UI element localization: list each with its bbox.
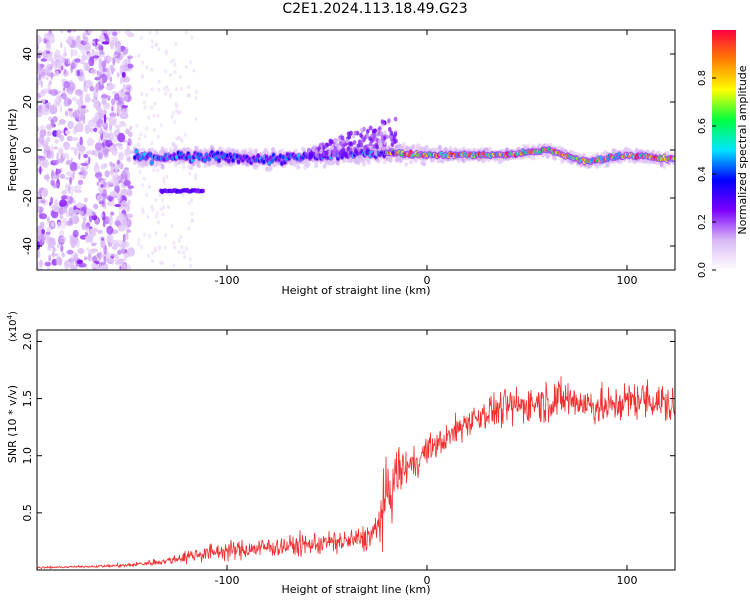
colorbar-tick-label: 0.6 (697, 118, 708, 134)
page-title: C2E1.2024.113.18.49.G23 (282, 1, 468, 17)
colorbar-label: Normalized spectral amplitude (736, 65, 749, 234)
spectrogram-y-tick-label: 40 (21, 47, 34, 61)
colorbar-tick-label: 0.0 (697, 262, 708, 278)
spectrogram-heatmap (37, 30, 675, 270)
spectrogram-y-tick-label: -40 (21, 237, 34, 255)
spectrogram-x-tick-label: 0 (424, 274, 431, 287)
snr-series-line (37, 376, 675, 570)
spectrogram-y-ticks: -40 -20 0 20 40 (21, 47, 675, 255)
spectrogram-x-tick-label: -100 (215, 274, 240, 287)
spectrogram-y-label: Frequency (Hz) (6, 109, 19, 192)
snr-scale-label: (x104) (6, 311, 19, 342)
snr-x-tick-label: 0 (424, 574, 431, 587)
colorbar: 0.0 0.2 0.4 0.6 0.8 Normalized spectral ampl… (697, 30, 749, 278)
snr-x-ticks: -100 0 100 (215, 330, 638, 587)
spectrogram-x-tick-label: 100 (617, 274, 638, 287)
snr-panel: -100 0 100 0.5 1.0 1.5 2.0 Height of straight… (6, 311, 676, 596)
snr-y-tick-label: 0.5 (21, 504, 34, 522)
snr-x-tick-label: -100 (215, 574, 240, 587)
snr-y-tick-label: 1.0 (21, 447, 34, 465)
colorbar-tick-label: 0.4 (697, 166, 708, 182)
colorbar-tick-label: 0.2 (697, 214, 708, 230)
colorbar-ticks: 0.0 0.2 0.4 0.6 0.8 (697, 70, 716, 278)
spectrogram-x-label: Height of straight line (km) (281, 284, 430, 297)
snr-y-ticks: 0.5 1.0 1.5 2.0 (21, 333, 675, 522)
snr-frame (36, 329, 676, 571)
spectrogram-x-ticks: -100 0 100 (215, 30, 638, 287)
spectrogram-y-tick-label: 0 (21, 147, 34, 154)
snr-x-label: Height of straight line (km) (281, 583, 430, 596)
spectrogram-y-tick-label: -20 (21, 189, 34, 207)
snr-y-tick-label: 2.0 (21, 333, 34, 351)
colorbar-tick-label: 0.8 (697, 70, 708, 86)
snr-x-tick-label: 100 (617, 574, 638, 587)
colorbar-gradient (712, 30, 736, 270)
snr-y-label: SNR (10 * v/v) (6, 385, 19, 463)
snr-y-tick-label: 1.5 (21, 390, 34, 408)
snr-scale-exponent: 4 (6, 314, 14, 319)
spectrogram-y-tick-label: 20 (21, 95, 34, 109)
snr-line-layer (37, 376, 675, 570)
spectrogram-panel: -100 0 100 -40 -20 0 20 40 Height of straight … (6, 29, 676, 297)
